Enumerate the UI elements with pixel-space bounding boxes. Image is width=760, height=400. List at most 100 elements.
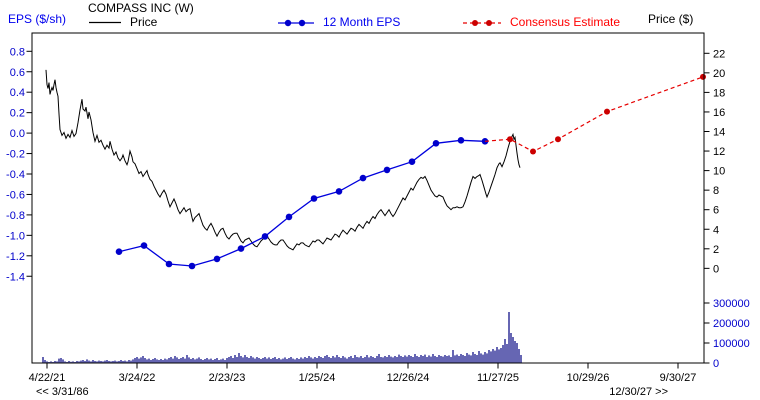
eps-tick-label: -0.6	[6, 189, 25, 201]
volume-tick-label: 100000	[713, 338, 750, 350]
volume-bar	[176, 357, 178, 363]
volume-bar	[144, 358, 146, 363]
volume-bar	[278, 358, 280, 363]
volume-bar	[364, 357, 366, 363]
volume-bar	[292, 358, 294, 363]
volume-bar	[130, 360, 132, 363]
volume-bar	[450, 357, 452, 363]
price-tick-label: 10	[713, 166, 725, 178]
volume-bar	[178, 359, 180, 363]
volume-bar	[368, 357, 370, 363]
volume-bar	[446, 356, 448, 363]
scroll-forward-label[interactable]: 12/30/27 >>	[609, 386, 668, 398]
volume-bar	[54, 361, 56, 363]
price-tick-label: 22	[713, 48, 725, 60]
volume-bar	[106, 360, 108, 363]
volume-bar	[182, 357, 184, 363]
volume-bar	[146, 359, 148, 363]
volume-bar	[470, 355, 472, 363]
volume-bar	[108, 361, 110, 363]
volume-bar	[456, 354, 458, 363]
volume-bar	[362, 358, 364, 363]
volume-bar	[162, 360, 164, 363]
volume-bar	[78, 361, 80, 363]
volume-bar	[282, 358, 284, 363]
volume-bar	[406, 356, 408, 363]
volume-bar	[140, 357, 142, 363]
volume-bar	[92, 360, 94, 363]
volume-bar	[382, 357, 384, 363]
volume-bar	[208, 359, 210, 363]
volume-bar	[100, 361, 102, 363]
volume-bar	[96, 361, 98, 363]
volume-bar	[254, 358, 256, 363]
volume-bar	[212, 360, 214, 363]
volume-bar	[80, 360, 82, 363]
volume-bar	[502, 345, 504, 363]
volume-bar	[82, 360, 84, 363]
eps-tick-label: 0.2	[10, 108, 25, 120]
volume-bar	[264, 357, 266, 363]
volume-bar	[394, 356, 396, 363]
plot-frame	[31, 32, 705, 364]
volume-bar	[360, 356, 362, 363]
eps-tick-label: -1.4	[6, 271, 25, 283]
volume-bar	[460, 354, 462, 363]
volume-bar	[326, 355, 328, 363]
volume-bar	[512, 337, 514, 363]
eps-dot	[383, 166, 391, 174]
volume-bar	[152, 359, 154, 363]
volume-bar	[42, 357, 44, 363]
volume-bar	[398, 354, 400, 363]
volume-bar	[136, 357, 138, 363]
volume-bar	[510, 333, 512, 363]
volume-bar	[158, 360, 160, 363]
volume-bar	[138, 358, 140, 363]
volume-bar	[448, 355, 450, 363]
volume-bar	[488, 350, 490, 363]
volume-bar	[424, 354, 426, 363]
volume-bar	[266, 358, 268, 363]
volume-bar	[444, 355, 446, 363]
volume-bar	[184, 358, 186, 363]
volume-bar	[168, 358, 170, 363]
volume-bar	[134, 358, 136, 363]
price-tick-label: 14	[713, 127, 725, 139]
volume-bar	[170, 357, 172, 363]
volume-bar	[112, 361, 114, 363]
volume-bar	[374, 358, 376, 363]
volume-bar	[260, 359, 262, 363]
eps-tick-label: 0.8	[10, 46, 25, 58]
volume-bar	[486, 353, 488, 363]
volume-bar	[94, 361, 96, 363]
volume-bar	[508, 312, 510, 363]
eps-legend-label: 12 Month EPS	[323, 15, 401, 29]
eps-tick-label: -0.4	[6, 169, 25, 181]
volume-bar	[434, 356, 436, 363]
volume-bar	[298, 359, 300, 363]
volume-bar	[494, 350, 496, 363]
volume-bar	[518, 349, 520, 363]
volume-bar	[330, 358, 332, 363]
volume-bar	[336, 355, 338, 363]
volume-bar	[220, 359, 222, 363]
volume-bar	[314, 357, 316, 363]
volume-bar	[380, 357, 382, 363]
volume-bar	[346, 358, 348, 363]
volume-bar	[304, 357, 306, 363]
price-line	[45, 69, 521, 251]
volume-bar	[118, 361, 120, 363]
volume-axis-ticks: 300000 200000 100000 0	[704, 298, 750, 370]
volume-bar	[232, 358, 234, 363]
volume-bar	[436, 357, 438, 363]
eps-line	[118, 139, 486, 267]
volume-bar	[318, 356, 320, 363]
price-tick-label: 8	[713, 185, 719, 197]
volume-bar	[452, 350, 454, 363]
scroll-back-label[interactable]: << 3/31/86	[36, 386, 89, 398]
volume-bar	[506, 344, 508, 363]
price-legend-label: Price	[130, 15, 158, 29]
volume-bar	[72, 361, 74, 363]
volume-bar	[376, 356, 378, 363]
